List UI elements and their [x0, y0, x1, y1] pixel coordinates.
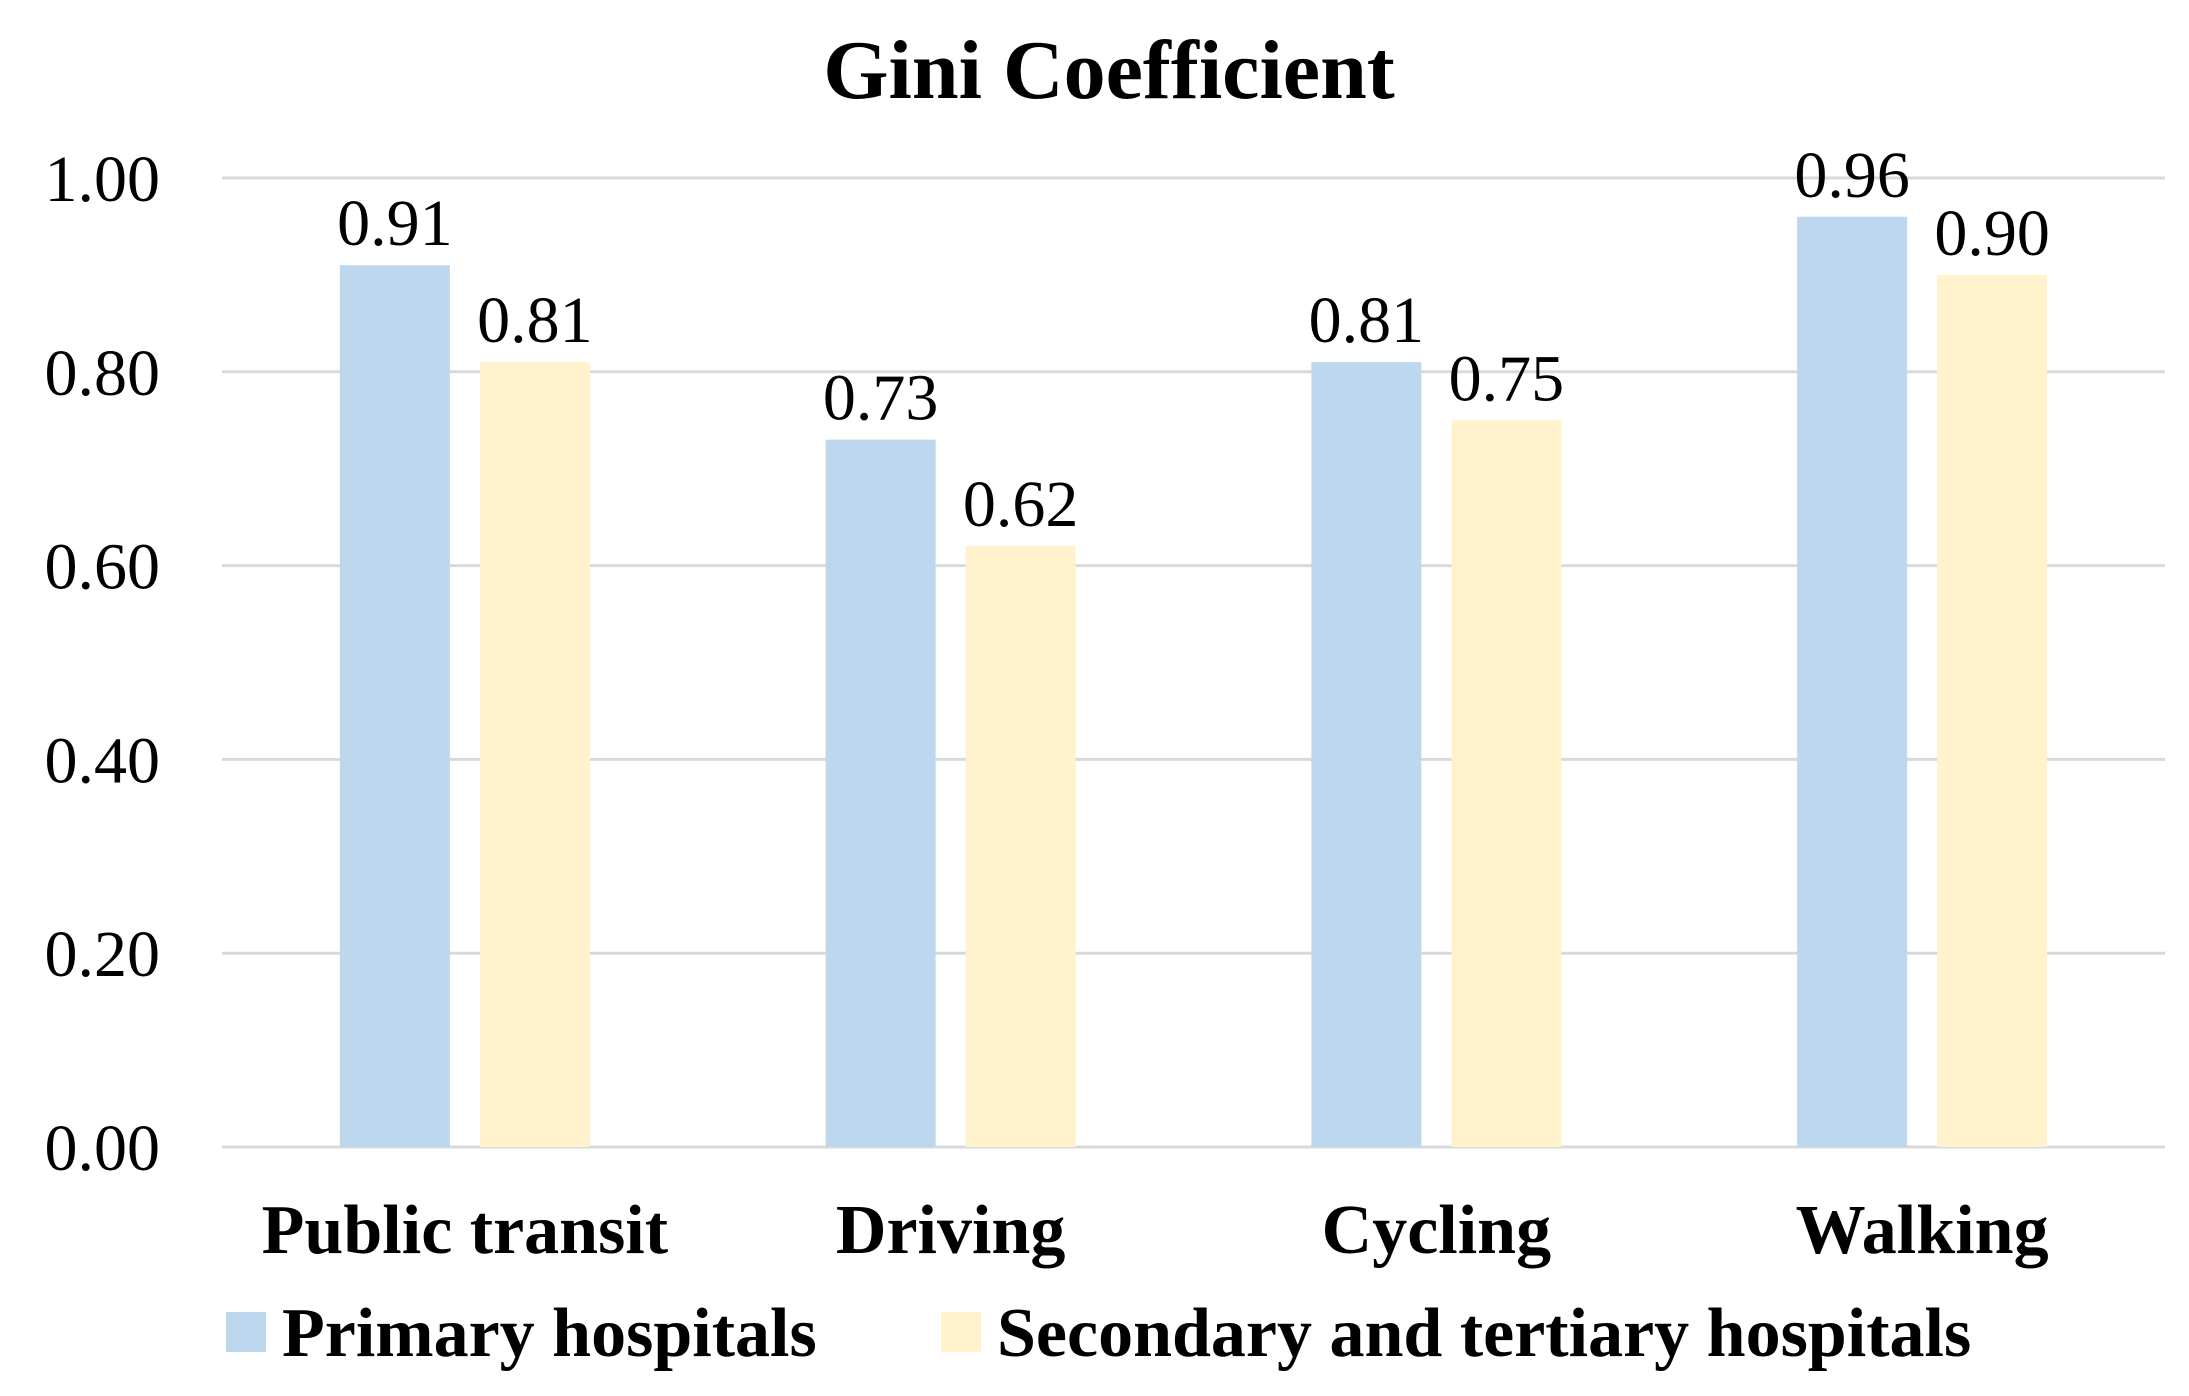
- bar-secondary-tertiary: [1937, 274, 2048, 1147]
- y-tick-label: 0.40: [45, 724, 161, 797]
- y-tick-label: 1.00: [45, 143, 161, 216]
- x-category-label: Public transit: [262, 1192, 668, 1269]
- bar-primary: [1797, 216, 1908, 1147]
- chart-title: Gini Coefficient: [823, 24, 1395, 117]
- x-axis-category-labels: Public transit Driving Cycling Walking: [262, 1192, 2049, 1269]
- data-label: 0.73: [823, 362, 939, 435]
- legend-swatch: [941, 1312, 981, 1352]
- y-axis-tick-labels: 0.00 0.20 0.40 0.60 0.80 1.00: [45, 143, 161, 1185]
- bar-secondary-tertiary: [965, 546, 1076, 1147]
- data-label: 0.62: [963, 468, 1079, 541]
- bar-secondary-tertiary: [1451, 420, 1562, 1147]
- x-category-label: Walking: [1796, 1192, 2049, 1269]
- data-label: 0.91: [337, 187, 453, 260]
- data-label: 0.81: [1309, 284, 1425, 357]
- data-labels: 0.91 0.81 0.73 0.62 0.81 0.75 0.96 0.90: [337, 139, 2050, 541]
- data-label: 0.81: [477, 284, 593, 357]
- legend-label: Secondary and tertiary hospitals: [997, 1295, 1971, 1372]
- legend-swatch: [226, 1312, 266, 1352]
- y-tick-label: 0.60: [45, 531, 161, 604]
- y-tick-label: 0.00: [45, 1112, 161, 1185]
- bar-secondary-tertiary: [479, 362, 590, 1147]
- legend: Primary hospitals Secondary and tertiary …: [226, 1295, 1971, 1372]
- data-label: 0.90: [1934, 197, 2050, 270]
- data-label: 0.96: [1794, 139, 1910, 212]
- y-tick-label: 0.80: [45, 337, 161, 410]
- y-tick-label: 0.20: [45, 918, 161, 991]
- bar-primary: [339, 265, 450, 1148]
- bar-primary: [825, 439, 936, 1147]
- data-label: 0.75: [1449, 342, 1565, 415]
- x-category-label: Driving: [836, 1192, 1065, 1269]
- x-category-label: Cycling: [1322, 1192, 1551, 1269]
- bar-primary: [1311, 362, 1422, 1147]
- legend-label: Primary hospitals: [282, 1295, 817, 1372]
- bars: [339, 216, 2048, 1148]
